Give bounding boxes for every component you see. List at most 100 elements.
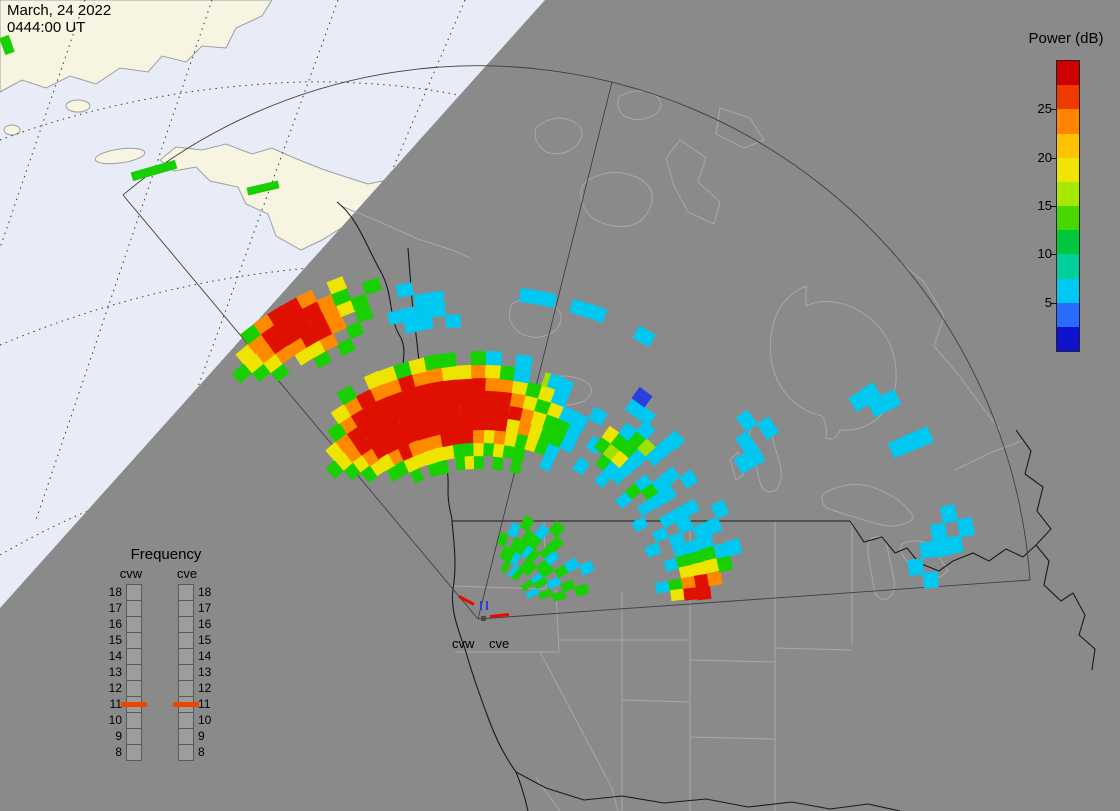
scatter-cell	[946, 535, 964, 556]
scatter-cell	[696, 585, 712, 600]
colorbar-tick-label: 15	[1037, 198, 1052, 213]
scatter-cell	[337, 337, 356, 356]
freq-scale-label: 14	[198, 649, 212, 663]
scatter-cell	[632, 325, 656, 347]
colorbar-band	[1057, 278, 1079, 303]
freq-row: 9	[100, 728, 142, 745]
colorbar-band	[1057, 326, 1079, 352]
freq-scale-label: 18	[198, 585, 212, 599]
scatter-cell	[631, 515, 649, 532]
colorbar-tick-label: 10	[1037, 246, 1052, 262]
scatter-cell	[535, 290, 557, 308]
scatter-cell	[489, 613, 510, 618]
colorbar-band	[1057, 206, 1079, 231]
colorbar-band	[1057, 181, 1079, 207]
scatter-cell	[395, 282, 415, 299]
freq-row: 13	[100, 664, 142, 681]
freq-scale-label: 8	[115, 745, 122, 759]
scatter-cell	[455, 364, 473, 379]
freq-box	[121, 696, 147, 713]
scatter-cell	[551, 590, 567, 602]
scatter-cell	[130, 159, 178, 182]
freq-box	[126, 744, 142, 761]
freq-box	[126, 664, 142, 681]
scatter-cell	[0, 34, 15, 56]
frequency-title: Frequency	[130, 546, 202, 563]
scatter-cell	[560, 579, 576, 592]
freq-scale-label: 11	[109, 697, 122, 711]
scatter-cell	[706, 570, 723, 587]
freq-row: 13	[178, 664, 220, 681]
freq-scale-label: 16	[108, 617, 122, 631]
scatter-cell	[481, 616, 486, 621]
date-line: March, 24 2022	[7, 2, 112, 19]
colorbar-title: Power (dB)	[1028, 30, 1104, 47]
scatter-cell	[509, 458, 523, 474]
freq-box	[178, 680, 194, 697]
map-outlines-light	[340, 90, 1025, 811]
scatter-cell	[574, 583, 590, 597]
scatter-cell	[957, 516, 976, 537]
scatter-cell	[907, 557, 925, 576]
freq-scale-label: 10	[108, 713, 122, 727]
colorbar-tick-mark	[1051, 157, 1057, 159]
freq-scale-label: 17	[198, 601, 212, 615]
freq-row: 14	[178, 648, 220, 665]
radar-label-cve: cve	[489, 636, 510, 651]
freq-row: 15	[178, 632, 220, 649]
colorbar-tick-mark	[1051, 109, 1057, 111]
freq-row: 8	[178, 744, 220, 761]
freq-row: 16	[178, 616, 220, 633]
scatter-cell	[756, 415, 779, 440]
freq-scale-label: 14	[108, 649, 122, 663]
freq-scale-label: 12	[108, 681, 122, 695]
scatter-cell	[716, 555, 734, 573]
freq-scale-label: 12	[198, 681, 212, 695]
freq-row: 12	[100, 680, 142, 697]
radar-label-cvw: cvw	[452, 636, 475, 651]
colorbar-band	[1057, 133, 1079, 158]
freq-scale-label: 9	[198, 729, 205, 743]
scatter-cell	[587, 406, 608, 426]
freq-box	[126, 584, 142, 601]
scatter-cell	[585, 303, 608, 324]
colorbar-band	[1057, 302, 1079, 327]
scatter-cell	[710, 498, 730, 519]
freq-row: 18	[178, 584, 220, 601]
freq-row: 11	[173, 696, 220, 713]
freq-scale-label: 15	[198, 633, 212, 647]
scatter-cell	[486, 601, 488, 610]
freq-box	[178, 616, 194, 633]
freq-box	[178, 584, 194, 601]
freq-scale-label: 15	[108, 633, 122, 647]
freq-row: 17	[100, 600, 142, 617]
scatter-cell	[940, 503, 959, 524]
scatter-cell	[679, 469, 699, 490]
frequency-panel: Frequency cvw cve 18 17 16 15 14 13 12 11 10 9 8 1…	[92, 546, 242, 776]
freq-box	[126, 616, 142, 633]
freq-box	[126, 728, 142, 745]
scatter-cell	[644, 542, 662, 558]
freq-scale-label: 13	[198, 665, 212, 679]
colorbar-gradient	[1057, 61, 1079, 352]
freq-row: 11	[100, 696, 147, 713]
freq-scale-label: 16	[198, 617, 212, 631]
freq-scale-label: 17	[108, 601, 122, 615]
freq-scale-label: 13	[108, 665, 122, 679]
scatter-cell	[578, 560, 595, 576]
scatter-cell	[345, 321, 365, 339]
freq-box	[126, 648, 142, 665]
freq-header-cve: cve	[176, 566, 198, 581]
freq-row: 8	[100, 744, 142, 761]
freq-active-marker	[121, 702, 147, 707]
colorbar-tick-label: 25	[1037, 101, 1052, 117]
freq-box	[178, 648, 194, 665]
scatter-cell	[361, 277, 382, 295]
timestamp: March, 24 2022 0444:00 UT	[7, 2, 111, 36]
colorbar-band	[1057, 230, 1079, 255]
scatter-cell	[474, 455, 485, 469]
freq-row: 10	[178, 712, 220, 729]
scatter-cell	[652, 527, 670, 544]
scatter-cell	[417, 316, 434, 331]
freq-row: 17	[178, 600, 220, 617]
